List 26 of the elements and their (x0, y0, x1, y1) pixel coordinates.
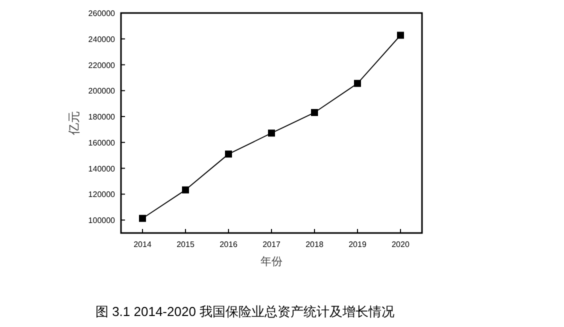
x-tick-label: 2015 (176, 240, 195, 249)
y-tick-label: 240000 (88, 34, 116, 44)
y-axis-title: 亿元 (67, 111, 81, 136)
point (139, 214, 146, 222)
point (397, 32, 404, 39)
x-tick-label: 2014 (134, 240, 152, 249)
x-tick-label: 2017 (262, 240, 281, 249)
point (225, 150, 232, 158)
y-tick-label: 220000 (88, 60, 116, 70)
y-tick-label: 160000 (88, 138, 116, 148)
x-axis-title: 年份 (260, 256, 282, 268)
point (354, 80, 361, 87)
caption: 图 3.1 2014-2020 我国保险业总资产统计及增长情况 (95, 304, 395, 319)
x-tick-label: 2019 (348, 240, 367, 249)
point (182, 186, 189, 194)
x-tick-label: 2016 (220, 240, 238, 249)
y-tick-label: 120000 (88, 190, 116, 200)
y-tick-label: 200000 (88, 86, 116, 96)
y-tick-label: 100000 (88, 216, 116, 226)
y-tick-label: 140000 (88, 164, 116, 174)
y-tick-label: 180000 (88, 112, 116, 122)
point (311, 109, 318, 116)
point (268, 130, 275, 137)
x-tick-label: 2020 (392, 240, 410, 249)
y-tick-label: 260000 (88, 9, 116, 18)
x-tick-label: 2018 (306, 240, 324, 249)
